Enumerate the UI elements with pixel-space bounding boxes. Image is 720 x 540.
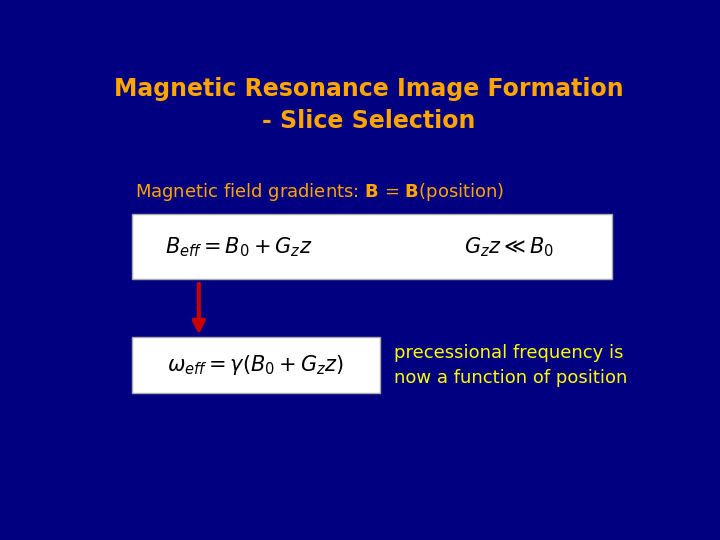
- FancyArrowPatch shape: [194, 284, 204, 330]
- Text: precessional frequency is
now a function of position: precessional frequency is now a function…: [394, 344, 628, 387]
- Text: Magnetic Resonance Image Formation
- Slice Selection: Magnetic Resonance Image Formation - Sli…: [114, 77, 624, 133]
- Text: $B_{eff} = B_0 + G_z z$: $B_{eff} = B_0 + G_z z$: [166, 235, 312, 259]
- Text: $G_z z \ll B_0$: $G_z z \ll B_0$: [464, 235, 554, 259]
- Text: $\omega_{eff} = \gamma(B_0 + G_z z)$: $\omega_{eff} = \gamma(B_0 + G_z z)$: [168, 353, 345, 377]
- FancyBboxPatch shape: [132, 214, 612, 279]
- Text: Magnetic field gradients: $\mathbf{B}$ = $\mathbf{B}$(position): Magnetic field gradients: $\mathbf{B}$ =…: [135, 180, 504, 202]
- FancyBboxPatch shape: [132, 337, 380, 393]
